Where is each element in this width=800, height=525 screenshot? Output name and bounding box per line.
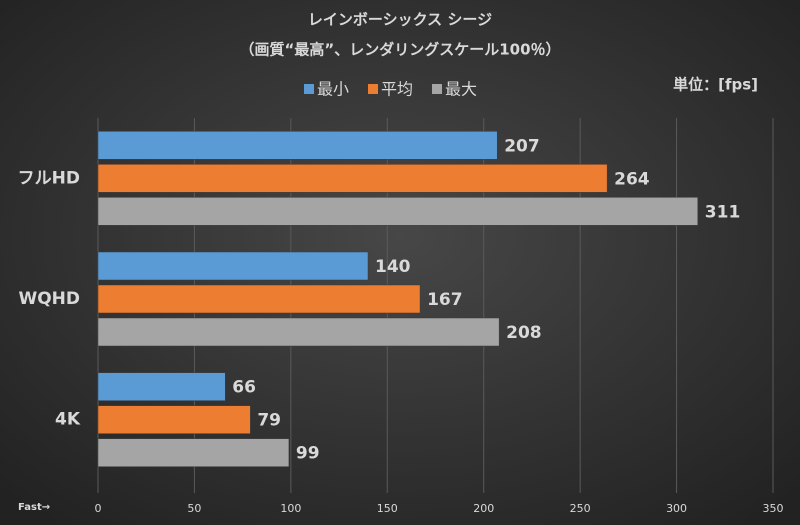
y-tick-label: フルHD [18,168,80,188]
y-tick-label: 4K [55,410,81,430]
x-tick-label: 300 [666,502,687,515]
bar [97,131,498,160]
legend-swatch [368,84,378,94]
bar [97,197,699,226]
unit-label: 単位：[fps] [673,76,758,94]
data-label: 66 [232,378,256,398]
annotation: Fast→ [18,502,50,513]
legend-swatch [432,84,442,94]
bar [97,284,421,314]
legend-label: 最小 [317,80,349,99]
data-label: 264 [614,169,650,189]
bar [97,317,500,347]
bar [97,438,290,467]
bar [97,405,251,434]
x-tick-label: 350 [763,502,784,515]
x-tick-label: 0 [95,502,102,515]
legend-swatch [304,84,314,94]
x-tick-label: 200 [473,502,494,515]
bar [97,164,608,193]
data-label: 311 [705,202,741,222]
data-label: 167 [427,290,463,310]
data-label: 99 [296,444,320,464]
x-tick-label: 150 [377,502,398,515]
x-tick-label: 100 [280,502,301,515]
bar [97,251,369,281]
data-label: 208 [506,323,541,343]
legend-label: 平均 [381,80,413,99]
data-label: 140 [375,257,411,277]
chart-subtitle: （画質“最高”、レンダリングスケール100％） [239,41,560,59]
x-tick-label: 50 [187,502,201,515]
data-label: 79 [257,411,281,431]
x-tick-label: 250 [570,502,591,515]
data-label: 207 [504,136,540,156]
bar [97,372,226,401]
chart-title: レインボーシックス シージ [308,11,492,29]
legend-label: 最大 [445,80,477,99]
y-tick-label: WQHD [18,289,80,309]
